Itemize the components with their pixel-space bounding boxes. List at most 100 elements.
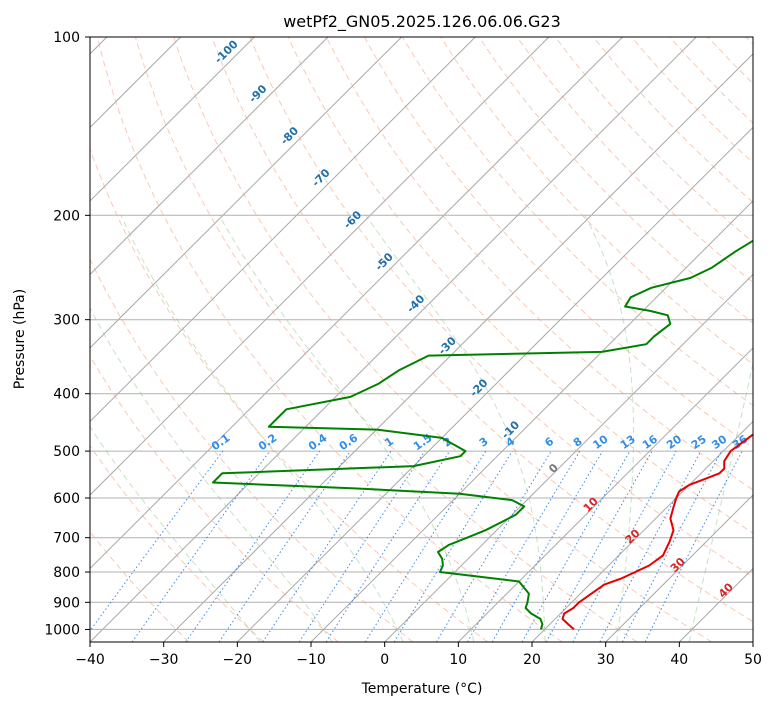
- mixing-ratio-line: [545, 450, 653, 642]
- x-tick-label: −30: [149, 652, 179, 668]
- dry-adiabat: [90, 355, 339, 642]
- isotherm: [90, 37, 550, 496]
- mixing-ratio-label: 0.4: [306, 431, 330, 453]
- dry-adiabat: [592, 37, 753, 203]
- moist-adiabat: [120, 215, 404, 642]
- mixing-ratio-label: 6: [542, 435, 556, 450]
- dry-adiabat-label: -70: [309, 166, 332, 189]
- x-tick-label: 0: [380, 652, 389, 668]
- moist-adiabat: [90, 307, 333, 642]
- dry-adiabat-label: 40: [716, 580, 736, 600]
- mixing-ratio-line: [90, 450, 224, 632]
- dry-adiabat-label: 20: [623, 526, 643, 546]
- mixing-ratio-line: [218, 450, 351, 642]
- isotherm: [531, 420, 753, 642]
- isotherm: [605, 494, 753, 642]
- x-tick-label: 40: [670, 652, 688, 668]
- dry-adiabat-label: -100: [212, 37, 241, 66]
- mixing-ratio-line: [298, 450, 426, 642]
- dry-adiabat-label: -20: [467, 376, 490, 399]
- y-tick-label: 300: [53, 313, 80, 329]
- isotherm: [90, 37, 697, 642]
- x-tick-label: 30: [597, 652, 615, 668]
- mixing-ratio-line: [572, 450, 677, 642]
- profiles: [212, 239, 753, 631]
- dry-adiabat: [90, 530, 190, 642]
- y-axis-label: Pressure (hPa): [12, 289, 28, 389]
- mixing-ratio-line: [262, 450, 392, 642]
- dry-adiabat: [745, 37, 753, 45]
- dry-adiabat: [249, 37, 753, 578]
- mixing-ratio-label: 3: [477, 435, 491, 450]
- dry-adiabat: [325, 37, 753, 491]
- dry-adiabat: [516, 37, 753, 284]
- isotherm: [236, 126, 753, 642]
- y-tick-label: 600: [53, 491, 80, 507]
- y-tick-label: 800: [53, 565, 80, 581]
- dewpoint-profile: [212, 239, 753, 630]
- y-tick-label: 500: [53, 444, 80, 460]
- chart-title: wetPf2_GN05.2025.126.06.06.G23: [283, 12, 561, 32]
- mixing-ratio-line: [393, 450, 513, 642]
- moist-adiabat: [90, 425, 261, 642]
- isotherm: [90, 37, 329, 276]
- dry-adiabat: [669, 37, 753, 124]
- x-tick-label: −10: [296, 652, 326, 668]
- mixing-ratio-line: [185, 450, 321, 642]
- mixing-ratio-line: [435, 450, 552, 642]
- mixing-ratio-label: 20: [664, 432, 684, 452]
- mixing-ratio-line: [521, 450, 631, 642]
- mixing-ratio-label: 25: [689, 433, 709, 452]
- dry-adiabat: [173, 37, 712, 642]
- mixing-ratio-label: 13: [618, 433, 638, 452]
- y-tick-label: 1000: [44, 622, 80, 638]
- x-tick-label: −40: [75, 652, 105, 668]
- isotherm: [457, 347, 753, 642]
- isotherm: [310, 200, 753, 642]
- isotherm: [90, 37, 623, 570]
- isotherm: [90, 37, 476, 423]
- mixing-ratio-line: [644, 450, 743, 642]
- y-tick-label: 200: [53, 208, 80, 224]
- y-tick-label: 700: [53, 531, 80, 547]
- moist-adiabat: [688, 361, 753, 642]
- isotherm: [384, 273, 753, 642]
- background-lines: [90, 37, 753, 642]
- dry-adiabat-label: -80: [278, 124, 301, 147]
- dry-adiabat: [134, 37, 638, 642]
- dry-adiabat: [90, 258, 414, 642]
- mixing-ratio-label: 10: [590, 432, 610, 452]
- x-tick-label: 10: [449, 652, 467, 668]
- mixing-ratio-line: [131, 450, 271, 642]
- temperature-profile: [561, 433, 753, 631]
- mixing-ratio-label: 0.1: [209, 431, 232, 453]
- moist-adiabat: [365, 215, 546, 642]
- plot-frame: [89, 36, 754, 643]
- x-tick-label: −20: [223, 652, 253, 668]
- mixing-ratio-label: 30: [709, 432, 729, 452]
- x-tick-label: 50: [744, 652, 762, 668]
- mixing-ratio-label: 16: [640, 432, 660, 452]
- y-tick-label: 900: [53, 595, 80, 611]
- isotherm: [752, 641, 753, 642]
- y-tick-label: 100: [53, 30, 80, 46]
- isotherm: [90, 37, 255, 202]
- mixing-ratio-line: [325, 450, 451, 642]
- mixing-ratio-line: [364, 450, 487, 642]
- dry-adiabat-label: -50: [373, 250, 396, 273]
- moist-adiabat: [584, 215, 634, 642]
- dry-adiabat: [707, 37, 753, 85]
- dry-adiabat: [211, 37, 753, 623]
- dry-adiabat: [96, 37, 563, 642]
- y-tick-label: 400: [53, 387, 80, 403]
- y-axis: 100 200 300 400 500 600 700 800 900 1000: [44, 30, 90, 638]
- x-tick-label: 20: [523, 652, 541, 668]
- dry-adiabat: [90, 147, 488, 642]
- x-axis-label: Temperature (°C): [361, 681, 483, 697]
- dry-adiabat: [440, 37, 753, 365]
- isotherm: [163, 53, 753, 642]
- x-axis: −40 −30 −20 −10 0 10 20 30 40 50: [75, 642, 762, 668]
- moist-adiabat: [218, 215, 475, 642]
- mixing-ratio-line: [599, 450, 702, 642]
